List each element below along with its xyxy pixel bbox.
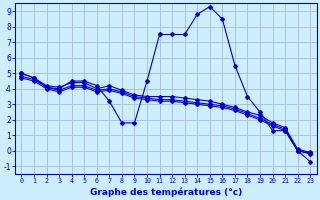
X-axis label: Graphe des températures (°c): Graphe des températures (°c) bbox=[90, 187, 242, 197]
